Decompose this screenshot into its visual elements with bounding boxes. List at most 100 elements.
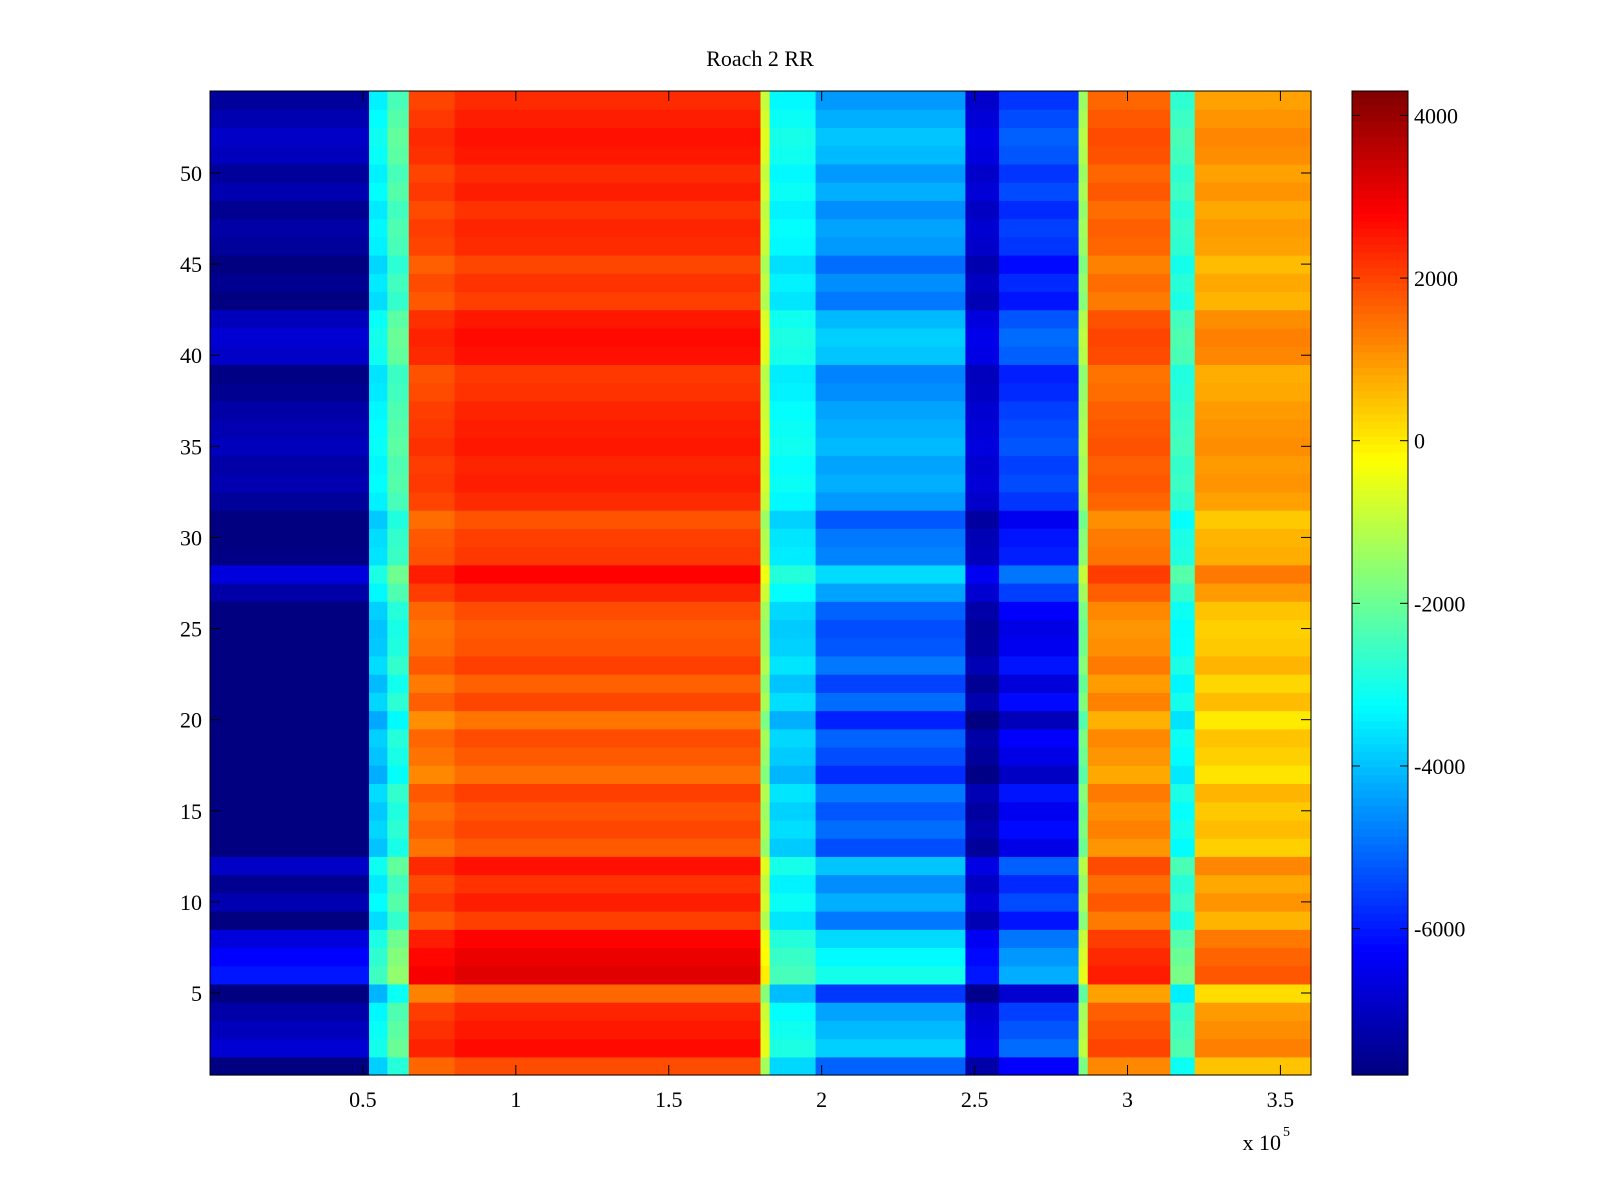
heatmap-cell: [454, 674, 762, 693]
heatmap-cell: [369, 546, 388, 566]
heatmap-cell: [1087, 801, 1171, 821]
colorbar-segment: [1352, 844, 1408, 853]
colorbar-segment: [1352, 413, 1408, 423]
heatmap-cell: [815, 528, 967, 548]
x-axis-ticks: 0.5 1 1.5 2 2.5 3 3.5: [349, 91, 1294, 1112]
heatmap-cell: [408, 874, 456, 894]
colorbar-segment: [1352, 998, 1408, 1007]
heatmap-cell: [760, 491, 771, 511]
heatmap-cell: [1078, 947, 1089, 967]
heatmap-cell: [1194, 692, 1312, 712]
colorbar-segment: [1352, 221, 1408, 230]
heatmap-cell: [1087, 819, 1171, 839]
heatmap-cell: [387, 163, 410, 183]
colorbar-segment: [1352, 98, 1408, 107]
heatmap-cell: [760, 419, 771, 438]
heatmap-cell: [769, 273, 817, 293]
heatmap-cell: [760, 601, 771, 621]
heatmap-cell: [1078, 491, 1089, 511]
heatmap-cell: [965, 109, 1000, 129]
heatmap-cell: [1087, 564, 1171, 584]
heatmap-cell: [210, 892, 370, 912]
colorbar-segment: [1352, 352, 1408, 361]
heatmap-cell: [1078, 874, 1089, 894]
colorbar-segment: [1352, 590, 1408, 599]
heatmap-cell: [760, 437, 771, 457]
heatmap-cell: [1078, 455, 1089, 475]
heatmap-cell: [454, 127, 762, 147]
heatmap-cell: [999, 637, 1080, 657]
heatmap-cell: [760, 801, 771, 821]
colorbar-segment: [1352, 629, 1408, 638]
heatmap-cell: [1087, 619, 1171, 639]
colorbar-segment: [1352, 813, 1408, 822]
heatmap-cell: [369, 491, 388, 511]
heatmap-cell: [965, 747, 1000, 766]
heatmap-cell: [760, 400, 771, 420]
heatmap-cell: [454, 947, 762, 967]
heatmap-cell: [210, 674, 370, 693]
colorbar-segment: [1352, 829, 1408, 838]
heatmap-cell: [210, 163, 370, 183]
heatmap-cell: [369, 437, 388, 457]
heatmap-cell: [210, 255, 370, 274]
heatmap-cell: [210, 291, 370, 311]
colorbar-segment: [1352, 1028, 1408, 1038]
heatmap-cell: [387, 965, 410, 985]
heatmap-cell: [769, 400, 817, 420]
heatmap-cell: [999, 911, 1080, 930]
heatmap-cell: [999, 163, 1080, 183]
heatmap-cell: [408, 819, 456, 839]
heatmap-cell: [965, 528, 1000, 548]
heatmap-cell: [760, 874, 771, 894]
heatmap-cell: [999, 783, 1080, 803]
colorbar-segment: [1352, 729, 1408, 738]
heatmap-cell: [1170, 236, 1196, 256]
heatmap-cell: [369, 911, 388, 930]
heatmap-cell: [769, 710, 817, 730]
heatmap-cell: [454, 528, 762, 548]
heatmap-cell: [1087, 583, 1171, 602]
heatmap-cell: [1170, 637, 1196, 657]
heatmap-cell: [387, 801, 410, 821]
heatmap-cell: [965, 327, 1000, 347]
heatmap-cell: [1078, 1020, 1089, 1040]
heatmap-cell: [408, 510, 456, 529]
colorbar-segment: [1352, 898, 1408, 907]
heatmap-cell: [1194, 911, 1312, 930]
heatmap-cell: [408, 200, 456, 220]
y-tick-label: 50: [180, 161, 202, 186]
heatmap-cell: [210, 637, 370, 657]
heatmap-cell: [1078, 382, 1089, 402]
colorbar-segment: [1352, 690, 1408, 699]
heatmap-cell: [815, 218, 967, 238]
colorbar-segment: [1352, 759, 1408, 769]
heatmap-cell: [965, 728, 1000, 748]
heatmap-cell: [999, 510, 1080, 529]
heatmap-cell: [1194, 127, 1312, 147]
heatmap-cell: [210, 965, 370, 985]
x-tick-label: 1: [510, 1087, 521, 1112]
heatmap-cell: [408, 473, 456, 493]
heatmap-cell: [369, 528, 388, 548]
heatmap-cell: [1087, 145, 1171, 165]
heatmap-cell: [1170, 710, 1196, 730]
heatmap-cell: [999, 1056, 1080, 1076]
heatmap-cell: [1078, 127, 1089, 147]
heatmap-cell: [815, 619, 967, 639]
heatmap-cell: [769, 327, 817, 347]
heatmap-cell: [1078, 91, 1089, 110]
heatmap-cell: [999, 491, 1080, 511]
heatmap-cell: [1194, 674, 1312, 693]
heatmap-cell: [210, 619, 370, 639]
colorbar-segment: [1352, 121, 1408, 131]
colorbar-segment: [1352, 575, 1408, 584]
heatmap-cell: [999, 327, 1080, 347]
heatmap-cell: [815, 163, 967, 183]
colorbar-segment: [1352, 160, 1408, 169]
heatmap-cell: [965, 619, 1000, 639]
heatmap-cell: [1087, 236, 1171, 256]
heatmap-cell: [1170, 655, 1196, 675]
heatmap-cell: [1194, 929, 1312, 949]
heatmap-cell: [1194, 819, 1312, 839]
